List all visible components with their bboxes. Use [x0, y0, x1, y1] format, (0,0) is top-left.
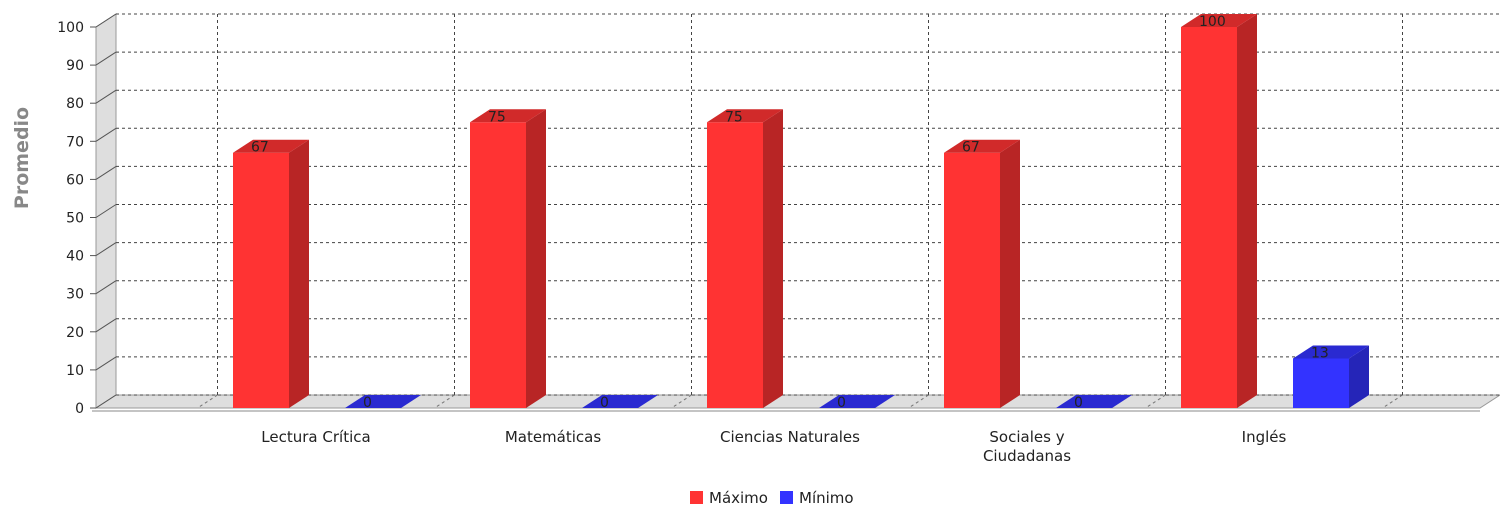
bar-top: [1056, 395, 1132, 408]
bar-front: [233, 152, 289, 408]
bar-maximo-sociales-y-ciudadanas: 67: [944, 139, 1020, 409]
gridline-floor: [197, 394, 218, 409]
x-axis-labels: Lectura Crítica Matemáticas Ciencias Natur…: [261, 428, 1286, 465]
y-tick-label: 80: [66, 96, 84, 112]
bar-front: [470, 122, 526, 408]
data-label: 100: [1199, 14, 1226, 30]
legend-swatch-maximo: [690, 491, 703, 504]
x-tick-label-ciencias-naturales: Ciencias Naturales: [720, 428, 860, 446]
gridline-side: [95, 242, 117, 257]
bar-side: [289, 139, 309, 409]
bar-front: [1181, 27, 1237, 408]
legend-entry-maximo: Máximo: [709, 489, 768, 507]
bar-top: [944, 139, 1020, 153]
bar-top: [819, 395, 895, 408]
data-label: 0: [837, 395, 846, 411]
bar-top: [1181, 14, 1257, 27]
bar-top: [345, 395, 421, 408]
grid-lines: [95, 13, 1500, 409]
legend-entry-minimo: Mínimo: [799, 489, 854, 507]
bar-minimo-lectura-critica: 0: [345, 395, 421, 411]
legend-swatch-minimo: [780, 491, 793, 504]
legend: Máximo Mínimo: [690, 489, 854, 507]
data-label: 75: [725, 109, 743, 125]
y-tick-label: 10: [66, 363, 84, 379]
bar-top: [1293, 345, 1369, 359]
y-tick-label: 20: [66, 325, 84, 341]
x-tick-label-lectura-critica: Lectura Crítica: [261, 428, 370, 446]
y-tick-label: 70: [66, 134, 84, 150]
y-tick-label: 30: [66, 287, 84, 303]
gridline-floor: [434, 394, 455, 409]
bar-side: [526, 109, 546, 408]
gridline-floor: [671, 394, 692, 409]
bar-maximo-ciencias-naturales: 75: [707, 109, 783, 408]
y-tick-label: 50: [66, 211, 84, 227]
bar-top: [582, 395, 658, 408]
gridline-side: [95, 394, 117, 409]
gridline-side: [95, 165, 117, 180]
bars: 67 0 75 0 75 0 67 0 100 13: [233, 14, 1369, 411]
bar-front: [1293, 358, 1349, 408]
bar-top: [707, 109, 783, 123]
y-tick-label: 0: [75, 401, 84, 417]
y-tick-label: 90: [66, 58, 84, 74]
data-label: 0: [600, 395, 609, 411]
data-label: 67: [962, 140, 980, 156]
data-label: 75: [488, 109, 506, 125]
gridline-side: [95, 356, 117, 371]
gridline-floor: [1145, 394, 1166, 409]
gridline-floor: [1382, 394, 1403, 409]
bar-side: [1237, 14, 1257, 408]
bar-top: [233, 139, 309, 153]
floor: [94, 394, 1500, 409]
y-tick-label: 100: [57, 20, 84, 36]
y-tick-label: 40: [66, 249, 84, 265]
bar-minimo-ingles: 13: [1293, 345, 1369, 408]
bar-minimo-sociales-y-ciudadanas: 0: [1056, 395, 1132, 411]
y-tick-label: 60: [66, 172, 84, 188]
y-axis-ticks: 0 10 20 30 40 50 60 70 80 90 100: [57, 20, 96, 417]
gridline-side: [95, 280, 117, 295]
bar-side: [1000, 139, 1020, 409]
gridline-side: [95, 127, 117, 142]
gridline-side: [95, 13, 117, 28]
bar-maximo-lectura-critica: 67: [233, 139, 309, 409]
gridline-side: [95, 89, 117, 104]
data-label: 13: [1311, 345, 1329, 361]
gridline-floor: [908, 394, 929, 409]
bar-side: [1349, 345, 1369, 408]
x-tick-label-matematicas: Matemáticas: [505, 428, 602, 446]
bar-front: [707, 122, 763, 408]
x-tick-label-ingles: Inglés: [1242, 428, 1287, 446]
bar-maximo-matematicas: 75: [470, 109, 546, 408]
bar-top: [470, 109, 546, 123]
data-label: 0: [1074, 395, 1083, 411]
y-axis-label: Promedio: [11, 107, 33, 209]
bar-minimo-ciencias-naturales: 0: [819, 395, 895, 411]
x-tick-label-sociales-y-ciudadanas: Sociales y Ciudadanas: [983, 428, 1071, 465]
bar-maximo-ingles: 100: [1181, 14, 1257, 408]
gridline-side: [95, 51, 117, 66]
bar-front: [944, 152, 1000, 408]
data-label: 0: [363, 395, 372, 411]
gridline-side: [95, 204, 117, 218]
data-label: 67: [251, 140, 269, 156]
gridline-side: [95, 318, 117, 333]
bar-minimo-matematicas: 0: [582, 395, 658, 411]
bar-side: [763, 109, 783, 408]
